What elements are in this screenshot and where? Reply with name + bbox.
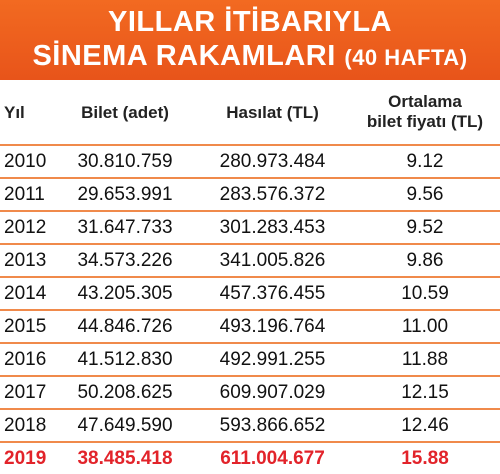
table-cell: 30.810.759 (77, 151, 173, 172)
table-cell: 2019 (4, 448, 47, 469)
table-row: 2011 29.653.991 283.576.372 9.56 (0, 177, 500, 210)
table-cell: 43.205.305 (77, 283, 173, 304)
table-row: 2012 31.647.733 301.283.453 9.52 (0, 210, 500, 243)
table-row: 2017 50.208.625 609.907.029 12.15 (0, 375, 500, 408)
table-cell: 9.12 (406, 151, 444, 172)
table-cell: 611.004.677 (220, 448, 325, 469)
table-cell: 341.005.826 (219, 250, 326, 271)
table-cell: 2011 (4, 184, 45, 205)
table-cell: 44.846.726 (77, 316, 173, 337)
table-row: 2010 30.810.759 280.973.484 9.12 (0, 144, 500, 177)
table-cell: 280.973.484 (219, 151, 326, 172)
title-line: YILLAR İTİBARIYLA (108, 6, 392, 38)
column-header: Hasılat (TL) (226, 103, 319, 122)
table-cell: 2017 (4, 382, 47, 403)
table-cell: 34.573.226 (77, 250, 173, 271)
table-cell: 2016 (4, 349, 47, 370)
table-cell: 9.86 (406, 250, 444, 271)
table-row: 2019 38.485.418 611.004.677 15.88 (0, 441, 500, 474)
column-header: Yıl (4, 103, 25, 122)
table-cell: 38.485.418 (77, 448, 173, 469)
header-band: YILLAR İTİBARIYLA SİNEMA RAKAMLARI (40 H… (0, 0, 500, 80)
table-cell: 2013 (4, 250, 47, 271)
table-cell: 593.866.652 (219, 415, 326, 436)
table-cell: 12.46 (401, 415, 449, 436)
column-header: Bilet (adet) (81, 103, 169, 122)
table-cell: 50.208.625 (77, 382, 173, 403)
table-cell: 493.196.764 (219, 316, 326, 337)
column-header: Ortalama bilet fiyatı (TL) (350, 92, 500, 132)
table-cell: 15.88 (401, 448, 449, 469)
table-row: 2014 43.205.305 457.376.455 10.59 (0, 276, 500, 309)
table-cell: 2014 (4, 283, 47, 304)
table-row: 2015 44.846.726 493.196.764 11.00 (0, 309, 500, 342)
subtitle: (40 HAFTA) (344, 45, 468, 70)
table-cell: 492.991.255 (219, 349, 326, 370)
table-cell: 11.00 (401, 316, 449, 337)
table-row: 2018 47.649.590 593.866.652 12.46 (0, 408, 500, 441)
table-row: 2016 41.512.830 492.991.255 11.88 (0, 342, 500, 375)
table-cell: 9.52 (406, 217, 444, 238)
table-cell: 41.512.830 (77, 349, 173, 370)
table-cell: 2015 (4, 316, 47, 337)
title-text: SİNEMA RAKAMLARI (32, 40, 336, 72)
table-cell: 9.56 (406, 184, 444, 205)
table-cell: 11.88 (401, 349, 449, 370)
table-cell: 457.376.455 (219, 283, 326, 304)
table-cell: 12.15 (401, 382, 449, 403)
table-cell: 2012 (4, 217, 47, 238)
table-cell: 301.283.453 (219, 217, 326, 238)
table-cell: 283.576.372 (219, 184, 326, 205)
table-cell: 2018 (4, 415, 47, 436)
column-header-line: bilet fiyatı (TL) (366, 112, 484, 131)
column-header-line: Ortalama (388, 92, 462, 111)
title-line: SİNEMA RAKAMLARI (40 HAFTA) (0, 40, 500, 73)
table-row: 2013 34.573.226 341.005.826 9.86 (0, 243, 500, 276)
table-cell: 31.647.733 (77, 217, 173, 238)
table-cell: 29.653.991 (77, 184, 173, 205)
table-cell: 10.59 (401, 283, 449, 304)
table-cell: 47.649.590 (77, 415, 173, 436)
table-cell: 2010 (4, 151, 47, 172)
table-cell: 609.907.029 (219, 382, 326, 403)
